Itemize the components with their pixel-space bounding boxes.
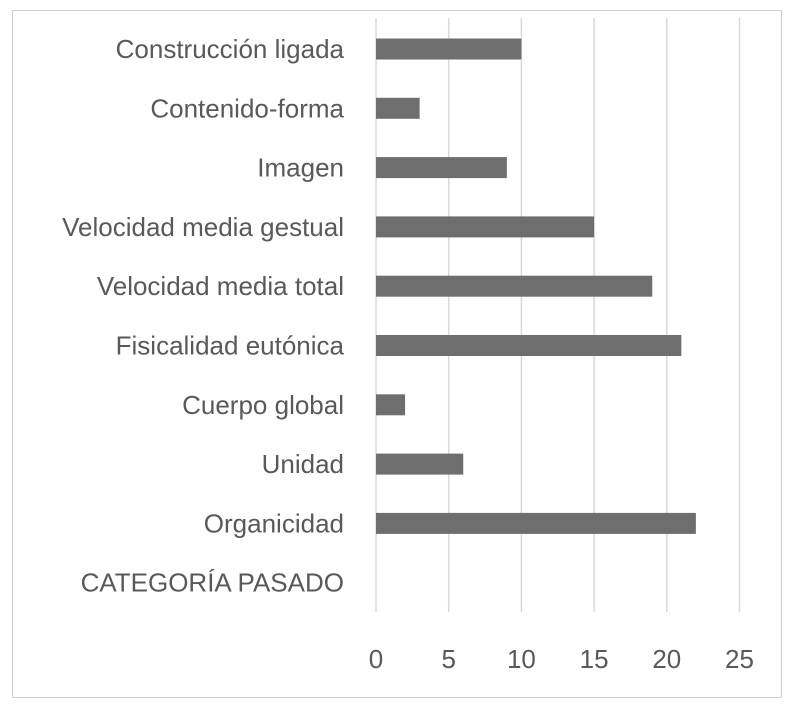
bars — [376, 38, 696, 534]
x-tick-label: 15 — [580, 644, 609, 674]
category-label: Construcción ligada — [116, 34, 345, 64]
category-labels: Construcción ligada Contenido-forma Imagen… — [62, 34, 344, 598]
category-label: Contenido-forma — [150, 93, 344, 123]
category-label: Velocidad media total — [97, 271, 344, 301]
category-label: Imagen — [257, 153, 344, 183]
bar — [376, 97, 420, 119]
x-tick-label: 25 — [725, 644, 754, 674]
x-tick-label: 20 — [652, 644, 681, 674]
bar — [376, 38, 522, 60]
category-label: Fisicalidad eutónica — [116, 331, 345, 361]
bar — [376, 216, 595, 238]
category-label: CATEGORÍA PASADO — [81, 568, 344, 598]
category-label: Organicidad — [204, 508, 344, 538]
x-tick-label: 10 — [507, 644, 536, 674]
bar — [376, 394, 406, 416]
x-tick-label: 5 — [441, 644, 455, 674]
category-label: Velocidad media gestual — [62, 212, 344, 242]
category-label: Unidad — [262, 449, 344, 479]
x-tick-label: 0 — [369, 644, 383, 674]
bar — [376, 335, 682, 356]
x-axis-tick-labels: 0 5 10 15 20 25 — [369, 644, 754, 674]
bar — [376, 512, 696, 534]
category-label: Cuerpo global — [182, 390, 344, 420]
bar — [376, 453, 464, 475]
bar — [376, 157, 507, 179]
bar — [376, 275, 653, 297]
